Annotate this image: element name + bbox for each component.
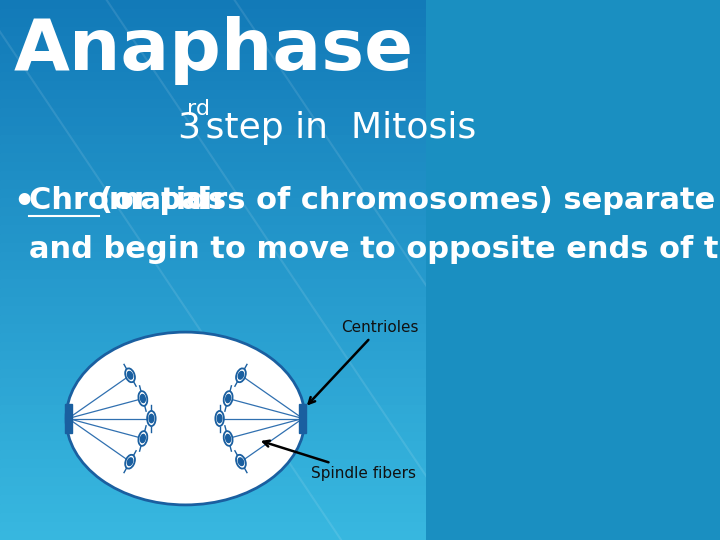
Ellipse shape <box>140 394 145 403</box>
Bar <box>0 162 426 171</box>
Bar <box>0 135 426 144</box>
Text: Centrioles: Centrioles <box>309 320 418 403</box>
Bar <box>0 378 426 387</box>
Ellipse shape <box>66 332 305 505</box>
Bar <box>0 63 426 72</box>
Bar <box>0 387 426 396</box>
Text: 3: 3 <box>177 111 200 145</box>
Ellipse shape <box>127 458 132 465</box>
Bar <box>0 234 426 243</box>
Bar <box>0 288 426 297</box>
Text: (or pairs of chromosomes) separate: (or pairs of chromosomes) separate <box>99 186 716 215</box>
Bar <box>0 513 426 522</box>
Bar <box>0 252 426 261</box>
Bar <box>0 198 426 207</box>
Bar <box>0 261 426 270</box>
Bar <box>0 405 426 414</box>
Bar <box>0 477 426 486</box>
Bar <box>0 279 426 288</box>
Ellipse shape <box>238 458 243 465</box>
Bar <box>0 315 426 324</box>
Ellipse shape <box>127 372 132 379</box>
Bar <box>0 459 426 468</box>
Bar <box>0 171 426 180</box>
Bar <box>0 342 426 351</box>
Bar <box>0 243 426 252</box>
Bar <box>0 495 426 504</box>
Bar <box>0 99 426 108</box>
Ellipse shape <box>236 455 246 469</box>
Bar <box>0 468 426 477</box>
Ellipse shape <box>149 414 154 423</box>
Bar <box>0 189 426 198</box>
Bar <box>0 153 426 162</box>
Bar <box>0 117 426 126</box>
Bar <box>0 270 426 279</box>
Bar <box>0 504 426 513</box>
Bar <box>0 72 426 81</box>
Text: step in  Mitosis: step in Mitosis <box>194 111 476 145</box>
Text: and begin to move to opposite ends of the cell.: and begin to move to opposite ends of th… <box>29 235 720 264</box>
Ellipse shape <box>224 431 233 446</box>
Bar <box>0 36 426 45</box>
Bar <box>0 306 426 315</box>
Bar <box>0 27 426 36</box>
Bar <box>0 531 426 540</box>
Ellipse shape <box>225 434 230 443</box>
Bar <box>300 404 306 433</box>
Text: Chromatids: Chromatids <box>29 186 237 215</box>
Ellipse shape <box>217 414 222 423</box>
Bar <box>0 126 426 135</box>
Bar <box>0 396 426 405</box>
Bar <box>0 351 426 360</box>
Bar <box>0 522 426 531</box>
Bar <box>0 360 426 369</box>
Text: •: • <box>13 186 34 219</box>
Bar <box>65 404 72 433</box>
Ellipse shape <box>147 411 156 426</box>
Bar <box>0 81 426 90</box>
Bar <box>0 216 426 225</box>
Bar <box>0 432 426 441</box>
Ellipse shape <box>125 368 135 382</box>
Text: rd: rd <box>186 99 210 119</box>
Bar <box>0 180 426 189</box>
Bar <box>0 9 426 18</box>
Bar <box>0 450 426 459</box>
Ellipse shape <box>138 391 148 406</box>
Ellipse shape <box>138 431 148 446</box>
Ellipse shape <box>125 455 135 469</box>
Ellipse shape <box>225 394 230 403</box>
Bar <box>0 423 426 432</box>
Bar <box>0 297 426 306</box>
Ellipse shape <box>236 368 246 382</box>
Ellipse shape <box>224 391 233 406</box>
Bar <box>0 54 426 63</box>
Ellipse shape <box>215 411 224 426</box>
Bar <box>0 441 426 450</box>
Bar <box>0 108 426 117</box>
Bar <box>0 45 426 54</box>
Bar <box>0 225 426 234</box>
Bar <box>0 0 426 9</box>
Bar <box>0 207 426 216</box>
Bar <box>0 486 426 495</box>
Text: Spindle fibers: Spindle fibers <box>264 441 416 481</box>
Bar <box>0 333 426 342</box>
Text: Anaphase: Anaphase <box>13 16 413 85</box>
Bar <box>0 90 426 99</box>
Bar <box>0 324 426 333</box>
Bar <box>0 369 426 378</box>
Ellipse shape <box>238 372 243 379</box>
Bar <box>0 414 426 423</box>
Ellipse shape <box>140 434 145 443</box>
Bar <box>0 18 426 27</box>
Bar <box>0 144 426 153</box>
